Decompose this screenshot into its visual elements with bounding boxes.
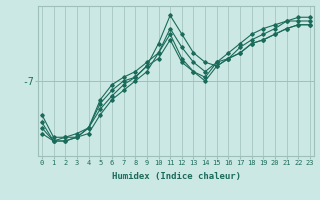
X-axis label: Humidex (Indice chaleur): Humidex (Indice chaleur)	[111, 172, 241, 181]
